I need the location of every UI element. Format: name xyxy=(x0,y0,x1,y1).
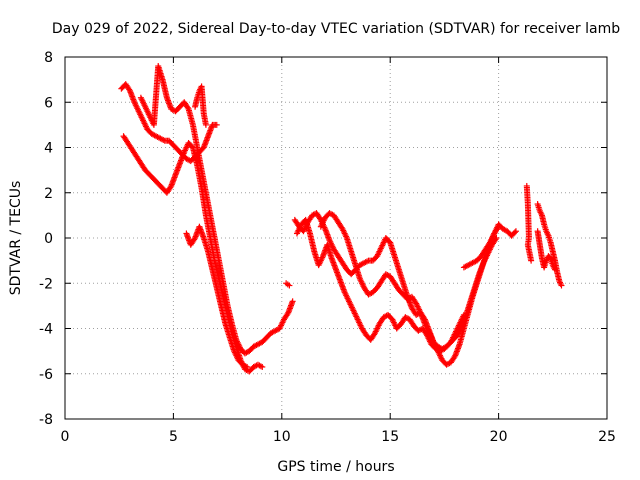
y-tick-label: -4 xyxy=(39,322,53,338)
y-tick-label: 6 xyxy=(44,95,53,111)
data-point xyxy=(244,363,251,370)
data-point xyxy=(202,121,209,128)
y-tick-label: 2 xyxy=(44,186,53,202)
y-tick-label: -6 xyxy=(39,367,53,383)
x-tick-label: 25 xyxy=(598,429,616,445)
chart-title: Day 029 of 2022, Sidereal Day-to-day VTE… xyxy=(52,21,620,37)
x-axis-label: GPS time / hours xyxy=(277,459,394,475)
data-point xyxy=(213,121,220,128)
y-tick-label: -2 xyxy=(39,276,53,292)
y-tick-labels: -8 -6 -4 -2 0 2 4 6 8 xyxy=(39,50,53,428)
x-tick-labels: 0 5 10 15 20 25 xyxy=(61,429,616,445)
data-point xyxy=(286,282,293,289)
data-point-interp xyxy=(184,104,191,111)
data-point-interp xyxy=(511,229,518,236)
data-points xyxy=(118,63,565,375)
y-tick-label: 4 xyxy=(44,141,53,157)
data-point xyxy=(259,363,266,370)
x-tick-label: 5 xyxy=(169,429,178,445)
y-tick-label: -8 xyxy=(39,412,53,428)
data-point xyxy=(512,228,519,235)
x-tick-label: 0 xyxy=(61,429,70,445)
y-tick-label: 8 xyxy=(44,50,53,66)
data-point xyxy=(289,298,296,305)
x-tick-label: 20 xyxy=(490,429,508,445)
y-axis-label: SDTVAR / TECUs xyxy=(8,181,24,296)
x-tick-label: 10 xyxy=(273,429,291,445)
y-tick-label: 0 xyxy=(44,231,53,247)
x-tick-label: 15 xyxy=(381,429,399,445)
